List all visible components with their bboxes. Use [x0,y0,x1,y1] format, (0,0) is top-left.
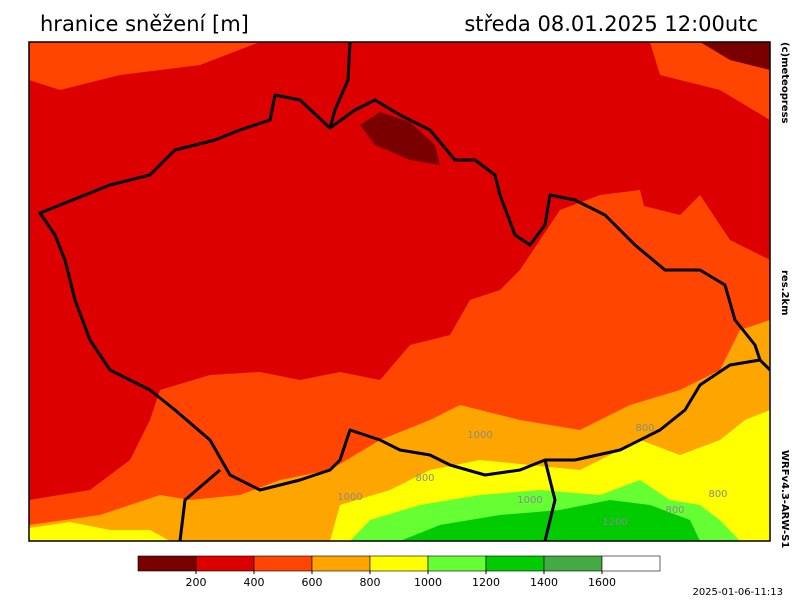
map: 1000 800 1000 800 1200 1000 800 800 [28,41,771,542]
contour-label: 800 [635,423,654,434]
colorbar: 200 400 600 800 1000 1200 1400 1600 [137,555,661,589]
border [38,93,762,492]
copyright: (c)meteopress [779,42,790,124]
legend-swatch [369,555,429,572]
legend-swatch [311,555,371,572]
map-title: hranice sněžení [m] [40,12,249,36]
legend-tick-label: 800 [360,576,381,589]
legend-tick-label: 1400 [530,576,558,589]
legend-tick-label: 1600 [588,576,616,589]
resolution: res.2km [779,270,790,316]
legend-swatch [195,555,255,572]
field-orange [29,42,260,90]
legend-swatch [137,555,197,572]
legend-swatch [485,555,545,572]
border [328,42,352,129]
contour-label: 800 [415,473,434,484]
contour-label: 1000 [467,430,492,441]
run-time: 2025-01-06-11:13 [692,587,783,598]
legend-tick-label: 600 [302,576,323,589]
contour-label: 1200 [602,517,627,528]
field-orange [590,190,650,255]
legend-tick-label: 1200 [472,576,500,589]
legend-tick-label: 400 [244,576,265,589]
legend-swatch [253,555,313,572]
border [543,459,557,541]
contour-label: 800 [708,489,727,500]
legend-tick-label: 200 [186,576,207,589]
map-frame [28,41,771,542]
contour-label: 1000 [517,495,542,506]
legend-swatch [601,555,661,572]
field-darkred [360,112,440,165]
legend-tick-label: 1000 [414,576,442,589]
field-darkred [700,42,770,70]
border [178,468,221,541]
model: WRFv4.3-ARW-S1 [779,450,790,548]
field-yellow [29,522,170,541]
contour-label: 1000 [337,492,362,503]
contour-label: 800 [665,505,684,516]
legend-swatch [427,555,487,572]
legend-swatch [543,555,603,572]
valid-time: středa 08.01.2025 12:00utc [464,12,758,36]
border [758,358,770,372]
